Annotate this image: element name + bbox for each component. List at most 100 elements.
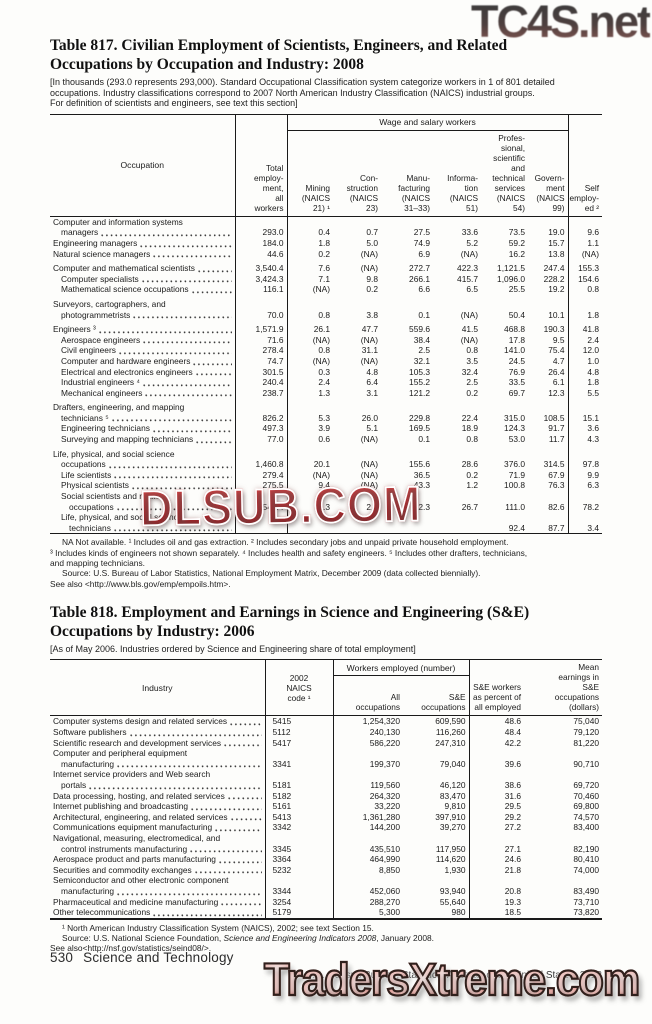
dot-leader (129, 731, 262, 737)
table-row: Natural science managers 44.6 0.2 (NA) 6.9 (N… (50, 248, 603, 260)
dot-leader (153, 253, 232, 259)
wage-and-salary-spanner: Wage and salary workers (286, 114, 569, 131)
dot-leader (108, 463, 232, 469)
value-cell: 26.4 (548, 366, 565, 377)
value-cell: 48.4 (468, 727, 532, 738)
value-cell: 73.5 (508, 227, 525, 238)
table-row: Communications equipment manufacturing 33… (50, 822, 602, 834)
value-cell: 75.4 (548, 345, 565, 356)
value-cell: 0.8 (286, 345, 333, 356)
stub-line: photogrammetrists (50, 310, 235, 321)
table817-note: [In thousands (293.0 represents 293,000)… (50, 77, 555, 109)
page-footer-left: 530 Science and Technology (50, 950, 602, 965)
dot-leader (117, 763, 262, 769)
value-cell: 90,710 (573, 758, 600, 769)
stub-text: Mathematical science occupations (61, 284, 189, 295)
value-cell: 497.3 (234, 423, 287, 435)
stub-text: Industrial engineers ⁴ (61, 377, 141, 388)
stub-line: Computer systems design and related serv… (50, 716, 265, 727)
stub-text: Internet service providers and Web searc… (53, 769, 211, 780)
stub-line: occupations (50, 502, 235, 513)
footnote-line: Source: U.S. National Science Foundation… (50, 933, 602, 943)
page-footer: 530 Science and Technology U.S. Census Bu… (50, 950, 602, 981)
dot-leader (116, 506, 232, 512)
table817-title: Table 817. Civilian Employment of Scient… (50, 37, 508, 73)
value-cell: 71.9 (508, 469, 525, 480)
value-cell: 1.3 (286, 387, 333, 399)
value-cell: (NA) (286, 284, 333, 295)
stub-line: Engineering managers (50, 238, 235, 249)
table-row: Industrial engineers ⁴ 240.4 2.4 6.4 155.2 2.… (50, 377, 603, 388)
value-cell: 238.7 (234, 387, 287, 399)
value-cell: 272.7 (409, 263, 430, 274)
table818-block: Table 818. Employment and Earnings in Sc… (50, 603, 603, 954)
value-cell: 1.0 (567, 355, 603, 367)
stub-text: photogrammetrists (61, 309, 131, 320)
value-cell: 1,571.9 (234, 320, 287, 335)
industry-column-header: Manu- facturing (NAICS 31–33) (381, 130, 433, 217)
row-label: Life, physical, and social science occupa… (50, 445, 235, 470)
value-cell: 76.9 (508, 366, 525, 377)
table-row: Architectural, engineering, and related … (50, 811, 602, 823)
value-cell: (NA) (460, 248, 478, 259)
dot-leader (101, 231, 232, 237)
value-cell (381, 512, 433, 534)
value-cell: 184.0 (234, 237, 287, 249)
value-cell: 24.6 (468, 854, 532, 865)
value-cell: 53.0 (508, 434, 525, 445)
stub-line: Aerospace engineers (50, 335, 235, 346)
stub-line: portals (50, 780, 265, 791)
value-cell: 0.3 (286, 491, 333, 513)
naics-code-cell: 5112 (264, 727, 333, 738)
row-label: Semiconductor and other electronic compo… (50, 875, 265, 896)
table818-footnotes: ¹ North American Industry Classification… (50, 923, 602, 954)
value-cell: 452,060 (332, 875, 403, 897)
naics-code-cell: 5179 (264, 907, 333, 919)
row-label: Engineering technicians (50, 423, 235, 434)
dot-leader (227, 795, 262, 801)
table-row: Physical scientists 275.5 9.4 (NA) 43.3 1.2 10… (50, 480, 603, 492)
value-cell: 549.4 (234, 491, 287, 513)
table-row: Software publishers 5112 240,130 116,260 48.… (50, 727, 602, 738)
dot-leader (230, 816, 262, 822)
stub-line: Pharmaceutical and medicine manufacturin… (50, 897, 265, 908)
value-cell: 266.1 (409, 273, 430, 284)
stub-text: Engineering technicians (61, 423, 150, 434)
value-cell: (NA) (286, 469, 333, 481)
stub-text: Electrical and electronics engineers (61, 366, 193, 377)
stub-text: Natural science managers (53, 248, 151, 259)
value-cell: 33.6 (461, 227, 478, 238)
value-cell (234, 512, 287, 534)
table-row: Surveyors, cartographers, and photogramme… (50, 294, 603, 321)
value-cell: 229.8 (409, 412, 430, 423)
stub-line: Engineers ³ (50, 324, 235, 335)
value-cell: 0.2 (366, 284, 378, 295)
value-cell: 6.5 (466, 284, 478, 295)
value-cell: 155.6 (409, 459, 430, 470)
value-cell: 73,820 (573, 907, 600, 918)
value-cell: 5.2 (466, 237, 478, 248)
value-cell: (NA) (567, 248, 603, 260)
value-cell: 41.5 (461, 324, 478, 335)
stub-line: Mathematical science occupations (50, 284, 235, 295)
value-cell: 228.2 (543, 273, 565, 284)
footnote-line: Source: U.S. Bureau of Labor Statistics,… (62, 568, 481, 579)
value-cell: 4.8 (366, 366, 378, 377)
page-content: Table 817. Civilian Employment of Scient… (50, 36, 603, 954)
stub-line: Computer specialists (50, 274, 235, 285)
table-row: Scientific research and development serv… (50, 737, 602, 749)
value-cell: (NA) (460, 334, 478, 345)
table818-title: Table 818. Employment and Earnings in Sc… (50, 603, 530, 640)
dot-leader (195, 371, 232, 377)
value-cell: 5.3 (286, 398, 333, 424)
stub-line: technicians ⁵ (50, 413, 235, 424)
value-cell: 3.5 (466, 355, 478, 366)
stub-text: Life scientists (61, 469, 112, 480)
table-row: Computer specialists 3,424.3 7.1 9.8 266.1 41… (50, 273, 603, 285)
value-cell: 69,720 (573, 780, 600, 791)
footnote-line: and mapping technicians. (50, 558, 145, 568)
source-attribution: U.S. Census Bureau, Statistical Abstract… (305, 970, 602, 981)
table-row: Computer and mathematical scientists 3,54… (50, 259, 603, 274)
value-cell: 78.2 (567, 491, 603, 513)
